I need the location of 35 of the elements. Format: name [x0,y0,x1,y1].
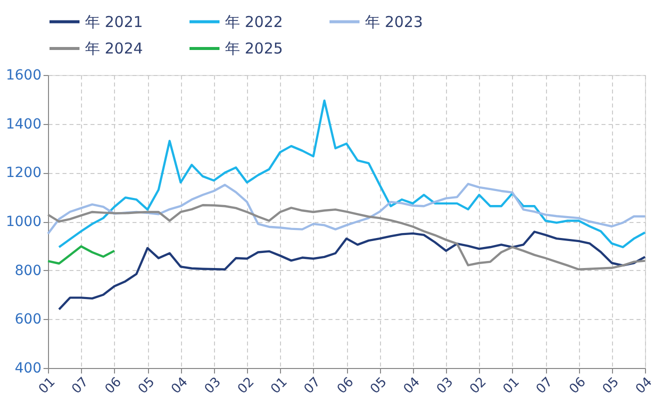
x-tick-label: 05 [368,374,390,398]
legend-label: 年 2021 [85,12,143,31]
y-tick-label: 800 [14,262,42,279]
x-tick-label: 07 [534,374,556,398]
x-tick-label: 01 [36,374,58,398]
x-tick-label: 02 [467,374,490,398]
x-tick-label: 05 [136,374,158,398]
x-tick-label: 03 [202,374,224,398]
legend-label: 年 2022 [225,12,283,31]
x-tick-label: 06 [566,374,590,398]
line-series [46,182,646,235]
x-tick-label: 02 [235,374,258,398]
x-tick-label: 04 [400,374,424,398]
x-tick-label: 07 [301,374,324,398]
y-tick-label: 400 [14,360,42,376]
line-series [46,245,116,265]
x-tick-label: 01 [268,374,291,398]
x-tick-label: 07 [69,374,92,398]
x-tick-label: 06 [102,374,125,398]
legend-label: 年 2023 [365,12,423,31]
x-tick-label: 05 [600,374,622,398]
line-series [58,230,646,310]
y-tick-label: 600 [14,312,42,328]
y-tick-label: 1400 [6,116,42,132]
x-tick-label: 03 [434,374,456,398]
line-series [58,100,646,248]
x-tick-label: 01 [500,374,523,398]
legend-label: 年 2025 [225,40,283,58]
y-tick-label: 1600 [6,68,42,84]
y-tick-label: 1000 [6,214,42,230]
y-tick-label: 1200 [6,165,42,182]
x-tick-label: 06 [334,374,357,398]
legend-label: 年 2024 [85,40,143,58]
x-tick-label: 04 [168,374,192,398]
x-tick-label: 04 [633,374,656,398]
